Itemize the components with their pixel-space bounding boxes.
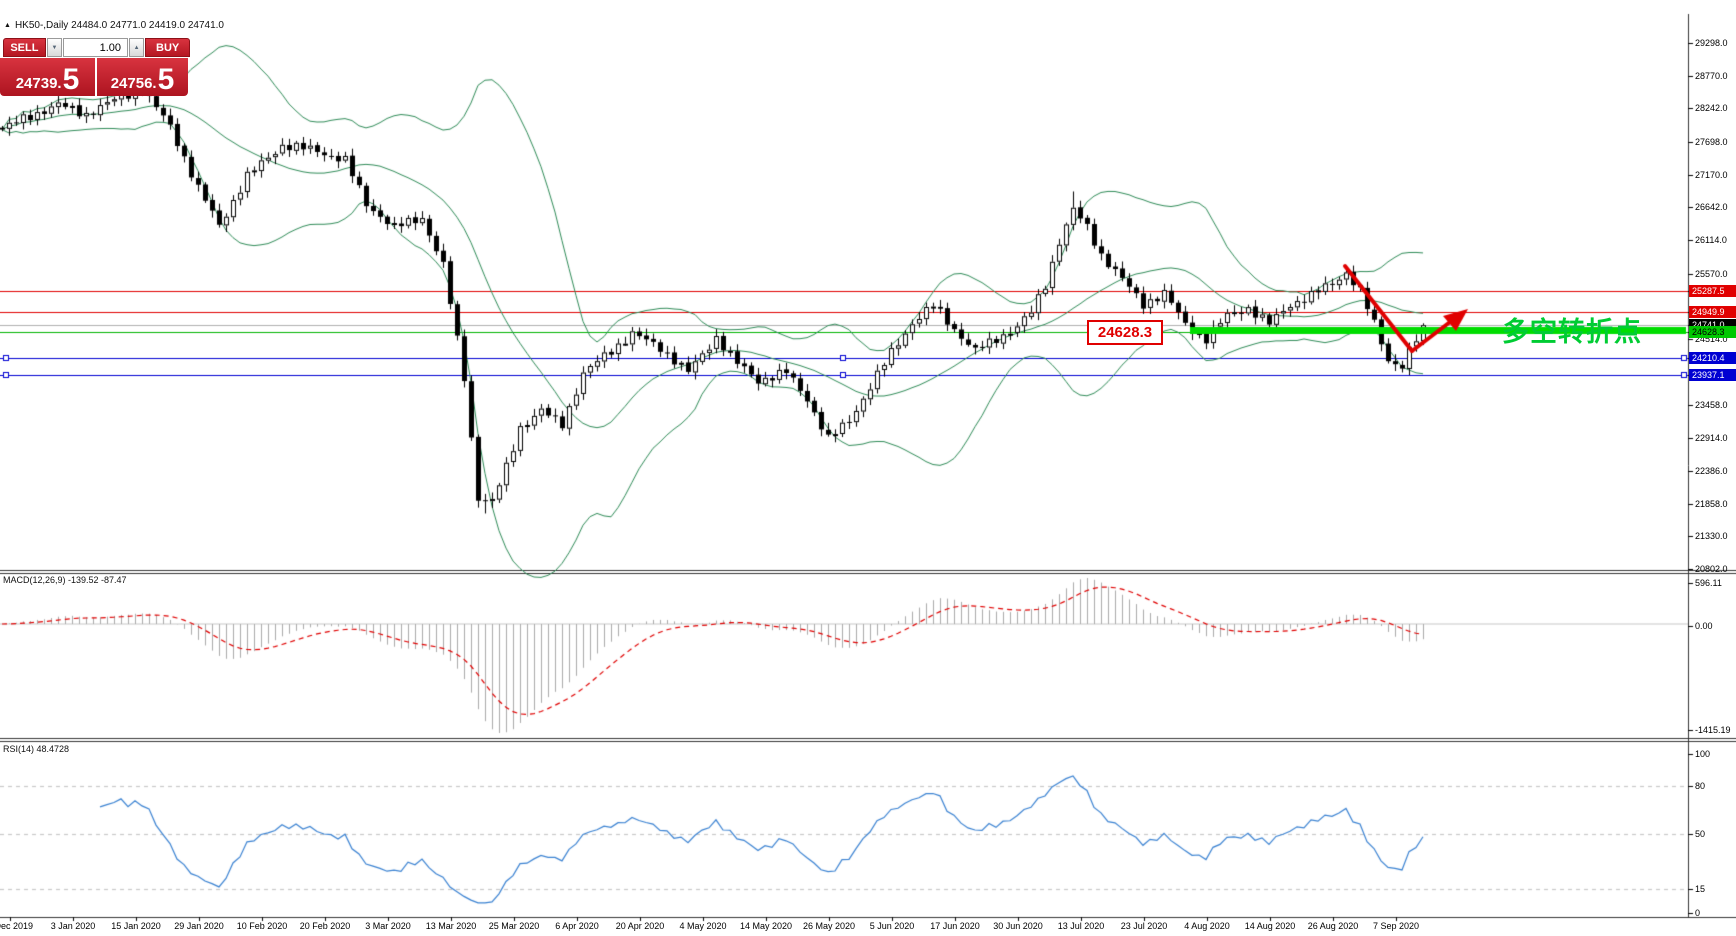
price-tick-label: 29298.0: [1695, 38, 1728, 48]
price-tick-label: 25570.0: [1695, 268, 1728, 279]
price-tick-label: 22914.0: [1695, 433, 1728, 444]
buy-price-big-digit: 5: [157, 63, 175, 96]
price-tick-label: 27698.0: [1695, 137, 1728, 148]
price-tag-pivot-support: 24628.3: [1689, 326, 1736, 339]
price-tag-resistance-lower: 24949.9: [1689, 306, 1736, 319]
date-tick-label: 14 Aug 2020: [1244, 921, 1296, 931]
turning-point-annotation[interactable]: 多空转折点: [1502, 317, 1642, 347]
date-tick-label: 20 Apr 2020: [615, 921, 665, 931]
price-tick-label: 26114.0: [1695, 235, 1727, 246]
volume-input[interactable]: 1.00: [63, 38, 129, 57]
rsi-tick-label: 80: [1695, 780, 1706, 791]
date-tick-label: 5 Jun 2020: [869, 921, 915, 931]
volume-decrease-button[interactable]: ▼: [46, 38, 63, 57]
price-tick-label: 26642.0: [1695, 202, 1728, 213]
buy-price-button[interactable]: 24756. 5: [97, 58, 188, 96]
chart-header: ▲ HK50-,Daily 24484.0 24771.0 24419.0 24…: [4, 20, 224, 31]
date-tick-label: 17 Jun 2020: [930, 921, 980, 931]
sell-price-big-digit: 5: [62, 63, 80, 96]
date-tick-label: 4 May 2020: [679, 921, 727, 931]
date-tick-label: 7 Sep 2020: [1372, 921, 1420, 931]
price-tick-label: 22386.0: [1695, 465, 1728, 476]
date-tick-label: 9 Dec 2019: [0, 921, 34, 931]
price-tick-label: 23458.0: [1695, 399, 1728, 410]
rsi-indicator-label: RSI(14) 48.4728: [3, 744, 70, 754]
date-tick-label: 25 Mar 2020: [488, 921, 540, 931]
date-tick-label: 26 Aug 2020: [1307, 921, 1359, 931]
rsi-tick-label: 0: [1695, 908, 1701, 918]
rsi-tick-label: 50: [1695, 828, 1706, 839]
price-tick-label: 20802.0: [1695, 564, 1728, 575]
price-tick-label: 28770.0: [1695, 70, 1728, 81]
rsi-tick-label: 100: [1695, 749, 1711, 759]
date-tick-label: 14 May 2020: [739, 921, 793, 931]
date-tick-label: 23 Jul 2020: [1120, 921, 1168, 931]
volume-increase-button[interactable]: ▲: [129, 38, 145, 57]
sell-price-button[interactable]: 24739. 5: [0, 58, 95, 96]
date-tick-label: 10 Feb 2020: [236, 921, 288, 931]
rsi-tick-label: 15: [1695, 884, 1706, 895]
date-tick-label: 30 Jun 2020: [993, 921, 1043, 931]
macd-indicator-label: MACD(12,26,9) -139.52 -87.47: [3, 575, 127, 585]
price-tick-label: 24514.0: [1695, 334, 1728, 345]
price-tick-label: 21858.0: [1695, 498, 1728, 509]
chart-title-text: HK50-,Daily 24484.0 24771.0 24419.0 2474…: [14, 20, 224, 31]
date-tick-label: 6 Apr 2020: [555, 921, 599, 931]
price-tag-resistance-upper: 25287.5: [1689, 285, 1736, 298]
date-tick-label: 26 May 2020: [802, 921, 856, 931]
macd-tick-label: 596.11: [1695, 578, 1722, 588]
buy-price-main: 24756: [110, 75, 153, 92]
macd-tick-label: -1415.19: [1695, 725, 1731, 735]
price-tick-label: 28242.0: [1695, 103, 1728, 114]
price-tag-support-upper: 24210.4: [1689, 352, 1736, 365]
buy-button[interactable]: BUY: [145, 38, 190, 57]
macd-tick-label: 0.00: [1695, 621, 1713, 631]
sell-price-main: 24739: [15, 75, 58, 92]
price-annotation-box[interactable]: 24628.3: [1087, 320, 1163, 345]
date-tick-label: 4 Aug 2020: [1184, 921, 1230, 931]
object-marker-icon: ▲: [4, 22, 11, 29]
date-tick-label: 3 Jan 2020: [50, 921, 96, 931]
price-tick-label: 21330.0: [1695, 531, 1728, 542]
date-tick-label: 15 Jan 2020: [111, 921, 161, 931]
buy-price-dot: .: [152, 75, 157, 92]
price-tick-label: 27170.0: [1695, 169, 1728, 180]
date-tick-label: 13 Mar 2020: [425, 921, 477, 931]
sell-button[interactable]: SELL: [3, 38, 46, 57]
date-tick-label: 29 Jan 2020: [174, 921, 224, 931]
price-tag-support-lower: 23937.1: [1689, 368, 1736, 381]
one-click-trading-panel: SELL ▼ 1.00 ▲ BUY 24739. 5 24756. 5: [0, 38, 190, 96]
sell-price-dot: .: [57, 75, 62, 92]
date-tick-label: 13 Jul 2020: [1057, 921, 1105, 931]
date-tick-label: 20 Feb 2020: [299, 921, 351, 931]
date-tick-label: 3 Mar 2020: [365, 921, 411, 931]
